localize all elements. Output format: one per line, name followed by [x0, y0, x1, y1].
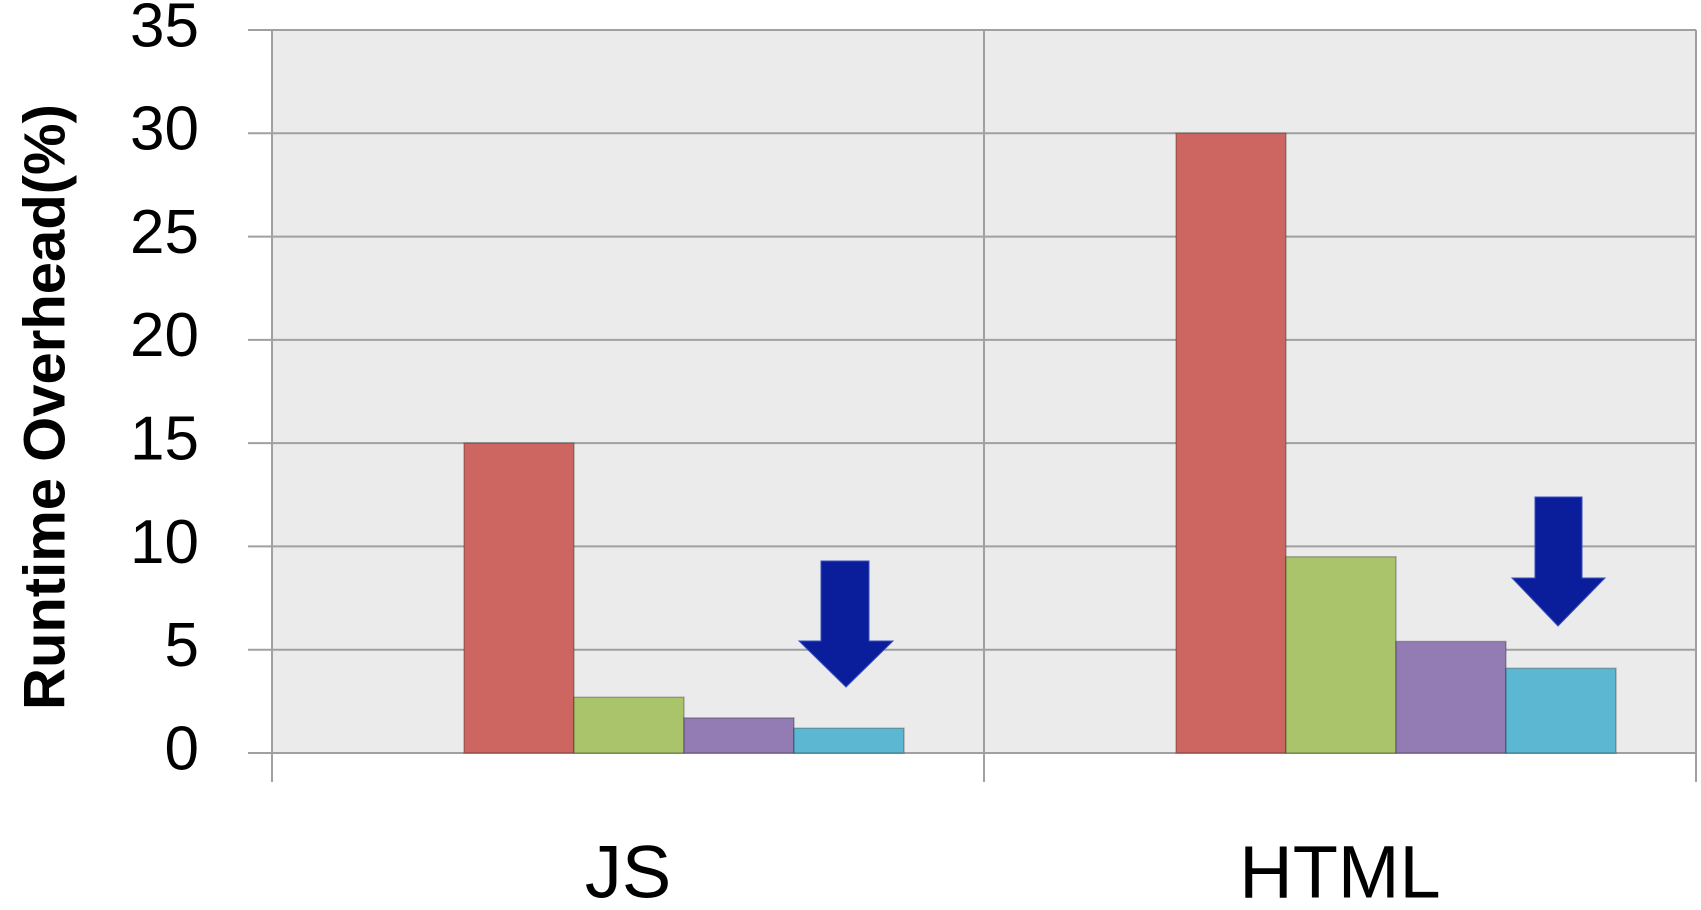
x-tick-label: JS — [585, 831, 671, 910]
bar — [1175, 132, 1287, 754]
bar — [793, 727, 905, 754]
bar — [1285, 556, 1397, 754]
bar — [1395, 640, 1507, 754]
bar — [463, 442, 575, 754]
y-tick-label: 20 — [130, 301, 199, 370]
y-tick-label: 30 — [130, 95, 199, 164]
y-tick-label: 25 — [130, 198, 199, 267]
bar — [683, 717, 795, 754]
bar — [1505, 667, 1617, 754]
y-tick-label: 15 — [130, 405, 199, 474]
bar — [573, 696, 685, 754]
x-tick-label: HTML — [1239, 831, 1440, 910]
marks: 0 5 10 15 20 25 30 35 JS HTML — [130, 0, 1697, 910]
arrow — [1510, 496, 1607, 627]
y-tick-label: 10 — [130, 508, 199, 577]
y-tick-label: 5 — [165, 611, 199, 680]
y-axis-label: Runtime Overhead(%) — [12, 104, 77, 710]
y-tick-label: 35 — [130, 0, 199, 60]
arrow — [797, 560, 895, 688]
y-tick-label: 0 — [165, 714, 199, 783]
